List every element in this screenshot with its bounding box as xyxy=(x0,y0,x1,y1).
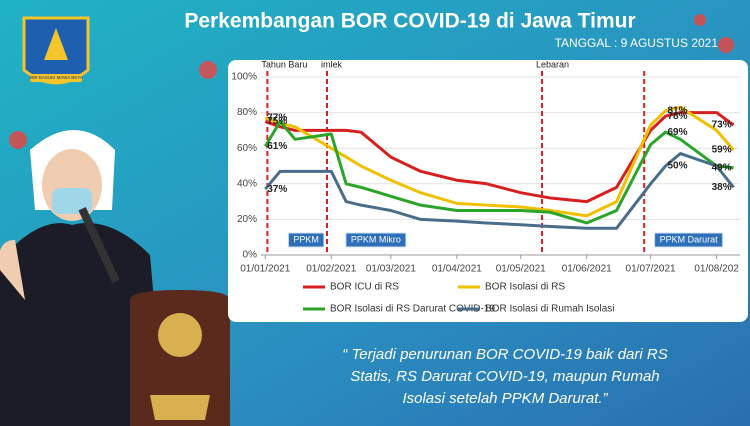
chart-title: Perkembangan BOR COVID-19 di Jawa Timur xyxy=(184,10,635,33)
period-box xyxy=(345,232,407,248)
period-label: PPKM Mikro xyxy=(351,234,401,244)
quote-line: “ Terjadi penurunan BOR COVID-19 baik da… xyxy=(342,346,667,363)
quote: “ Terjadi penurunan BOR COVID-19 baik da… xyxy=(342,346,667,407)
period-box xyxy=(287,232,325,248)
y-tick-label: 20% xyxy=(237,214,257,225)
period-tag: PPKM xyxy=(287,232,325,248)
value-label: 78% xyxy=(667,111,687,122)
value-label: 38% xyxy=(712,182,732,193)
event-label: Lebaran xyxy=(536,59,569,69)
period-box xyxy=(654,232,724,248)
value-label: 73% xyxy=(712,120,732,131)
value-label: 59% xyxy=(712,145,732,156)
value-label: 61% xyxy=(267,141,287,152)
x-tick-label: 01/06/2021 xyxy=(562,264,612,275)
event-label: imlek xyxy=(321,59,343,69)
period-label: PPKM Darurat xyxy=(660,234,719,244)
value-label: 77% xyxy=(267,113,287,124)
x-tick-label: 01/01/2021 xyxy=(240,264,290,275)
logo: JER BASUKI MAWA BEYA xyxy=(22,16,90,85)
value-label: 81% xyxy=(667,105,687,116)
period-tag: PPKM Darurat xyxy=(654,232,724,248)
event-label: Tahun Baru xyxy=(261,59,307,69)
value-label: 50% xyxy=(667,161,687,172)
x-tick-label: 01/02/2021 xyxy=(306,264,356,275)
x-tick-label: 01/04/2021 xyxy=(432,264,482,275)
value-label: 49% xyxy=(712,162,732,173)
value-label: 69% xyxy=(667,127,687,138)
person-photo xyxy=(0,130,230,426)
x-tick-label: 01/03/2021 xyxy=(366,264,416,275)
quote-line: Isolasi setelah PPKM Darurat.” xyxy=(402,390,608,407)
legend-label: BOR Isolasi di RS Darurat COVID-19 xyxy=(330,304,495,315)
chart-subtitle: TANGGAL : 9 AGUSTUS 2021 xyxy=(555,36,719,50)
y-tick-label: 0% xyxy=(243,250,258,261)
legend-label: BOR Isolasi di Rumah Isolasi xyxy=(485,304,615,315)
quote-line: Statis, RS Darurat COVID-19, maupun Ruma… xyxy=(350,368,659,385)
value-label: 37% xyxy=(267,184,287,195)
value-label: 75% xyxy=(267,116,287,127)
chart-panel xyxy=(228,60,748,322)
y-tick-label: 100% xyxy=(231,72,257,83)
x-tick-label: 01/07/2021 xyxy=(626,264,676,275)
period-label: PPKM xyxy=(293,234,319,244)
period-tag: PPKM Mikro xyxy=(345,232,407,248)
x-tick-label: 01/05/2021 xyxy=(496,264,546,275)
legend-label: BOR Isolasi di RS xyxy=(485,282,565,293)
logo-motto: JER BASUKI MAWA BEYA xyxy=(29,75,83,80)
y-tick-label: 80% xyxy=(237,107,257,118)
y-tick-label: 60% xyxy=(237,143,257,154)
legend-label: BOR ICU di RS xyxy=(330,282,399,293)
y-tick-label: 40% xyxy=(237,178,257,189)
series-line xyxy=(263,120,734,225)
series-line xyxy=(264,152,735,230)
series-line xyxy=(264,111,735,204)
x-tick-label: 01/08/202 xyxy=(694,264,739,275)
series-line xyxy=(264,105,735,218)
